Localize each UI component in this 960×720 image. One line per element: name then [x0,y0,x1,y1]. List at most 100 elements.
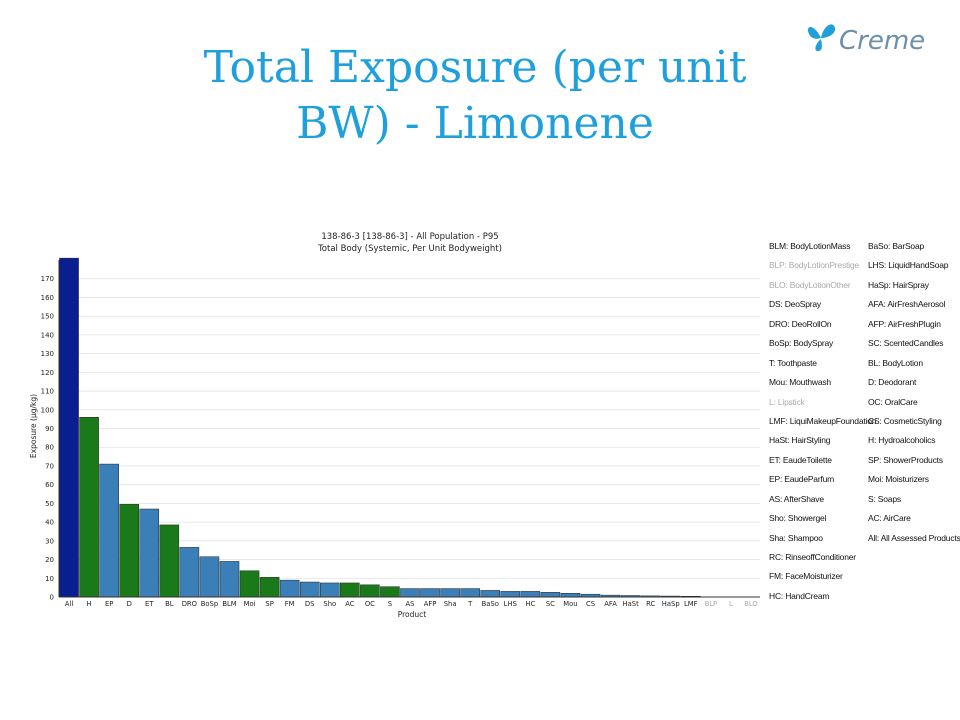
y-tick-label: 20 [45,556,54,564]
legend-entry: BLO: BodyLotionOther [769,279,851,290]
x-tick-label: BL [165,600,174,608]
legend-entry: OC: OralCare [868,396,918,407]
bar-as [400,588,420,598]
y-tick-label: 150 [41,313,54,321]
legend-entry: HaSp: HairSpray [868,279,929,290]
y-tick-label: 50 [45,500,54,508]
x-tick-label: BaSo [482,600,499,608]
x-tick-label: ET [145,600,154,608]
legend-entry: BLM: BodyLotionMass [769,241,851,251]
y-tick-label: 140 [41,331,54,339]
bar-bl [159,524,180,598]
x-tick-label: LHS [504,600,517,608]
legend-entry: BLP: BodyLotionPrestige [769,260,859,271]
legend-entry: CS: CosmeticStyling [868,415,942,426]
bar-dro [179,547,200,598]
x-tick-label: All [65,600,74,608]
bar-sp [259,577,280,598]
legend-entry: AS: AfterShave [769,493,824,504]
legend-entry: HaSt: HairStyling [769,435,831,446]
bar-s [380,586,400,598]
legend-entry: HC: HandCream [769,590,830,601]
y-tick-label: 130 [41,350,54,358]
bar-ac [340,582,360,598]
x-tick-label: EP [105,600,113,608]
legend-entry: DRO: DeoRollOn [769,318,832,329]
x-tick-label: Mou [563,600,577,608]
x-tick-label: AFA [604,600,617,608]
y-tick-label: 170 [41,275,54,283]
x-tick-label: BLP [705,600,718,608]
x-tick-label: BoSp [201,600,218,608]
x-tick-label: SP [265,600,273,608]
y-tick-label: 120 [41,369,54,377]
x-tick-label: RC [646,600,655,608]
legend-entry: D: Deodorant [868,377,917,388]
bar-fm [279,579,300,598]
legend-entry: AC: AirCare [868,513,911,524]
y-tick-label: 10 [45,575,54,583]
x-tick-label: H [87,600,92,608]
legend-entry: AFP: AirFreshPlugin [868,318,941,329]
legend-entry: LMF: LiquiMakeupFoundation [769,415,877,426]
legend-entry: S: Soaps [868,493,901,504]
bar-ep [99,463,119,598]
legend-entry: DS: DeoSpray [769,299,821,310]
legend-entry: SP: ShowerProducts [868,454,943,465]
x-tick-label: HaSt [622,600,639,608]
x-tick-label: Sho [323,600,336,608]
bar-blm [219,561,240,598]
legend-entry: LHS: LiquidHandSoap [868,260,949,271]
x-tick-labels: All H EP D ET BL DRO BoSp BLM Moi SP FM DS Sho AC OC S AS… [65,600,758,608]
x-tick-label: SC [546,600,555,608]
slide-title: Total Exposure (per unit BW) - Limonene [203,42,747,149]
bar-mou [560,593,581,598]
x-axis-label: Product [398,610,427,619]
bars [59,257,701,598]
chart-subtitle: Total Body (Systemic, Per Unit Bodyweigh… [317,244,502,254]
legend-entry: ET: EaudeToilette [769,454,832,465]
legend-entry: Sho: Showergel [769,513,827,524]
bar-hc [520,591,541,598]
legend-entry: All: All Assessed Products [868,532,960,543]
y-tick-label: 60 [45,481,54,489]
x-tick-label: CS [586,600,595,608]
gridlines [59,278,760,579]
legend-entry: Moi: Moisturizers [868,474,929,485]
bar-bosp [199,556,220,598]
bar-d [119,504,139,598]
bar-t [460,588,480,598]
bar-moi [239,570,260,598]
y-tick-labels: 0 10 20 30 40 50 60 70 80 90 100 110 120 130 140 150 160… [41,275,54,601]
bar-baso [480,590,501,598]
y-axis-label: Exposure (µg/kg) [29,394,38,458]
y-tick-label: 110 [41,388,54,396]
x-tick-label: L [729,600,733,608]
legend-entry: Sha: Shampoo [769,532,823,543]
y-tick-label: 90 [45,425,54,433]
x-tick-label: LMF [684,600,698,608]
x-tick-label: BLM [222,600,236,608]
y-tick-label: 0 [50,594,54,602]
legend-entry: T: Toothpaste [769,357,817,368]
x-tick-label: D [127,600,132,608]
legend-entry: H: Hydroalcoholics [868,435,936,446]
x-tick-label: Moi [244,600,256,608]
x-tick-label: FM [285,600,295,608]
bar-all [59,257,79,598]
legend-right-column: BaSo: BarSoap LHS: LiquidHandSoap HaSp: Ha… [868,237,960,548]
exposure-bar-chart: 138-86-3 [138-86-3] - All Population - P… [29,232,760,619]
bar-h [79,417,99,598]
x-tick-label: BLO [744,600,758,608]
x-tick-label: AC [345,600,355,608]
y-tick-label: 80 [45,444,54,452]
legend-entry: RC: RinseoffConditioner [769,552,856,562]
y-tick-label: 100 [41,406,54,414]
x-tick-label: AFP [424,600,437,608]
bar-afp [420,588,440,598]
bar-oc [360,584,380,598]
x-tick-label: T [467,600,473,608]
legend-left-column: BLM: BodyLotionMass BLP: BodyLotionPresti… [769,237,876,606]
x-tick-label: S [388,600,392,608]
bar-sho [319,582,340,598]
